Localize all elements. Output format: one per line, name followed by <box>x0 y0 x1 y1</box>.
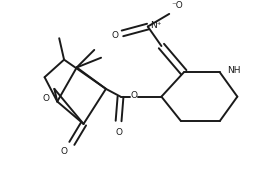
Text: O: O <box>112 31 119 40</box>
Text: ⁻O: ⁻O <box>171 1 183 10</box>
Text: O: O <box>43 94 50 103</box>
Text: O: O <box>130 91 137 100</box>
Text: O: O <box>61 147 68 156</box>
Text: N⁺: N⁺ <box>150 21 161 30</box>
Text: O: O <box>115 128 122 137</box>
Text: NH: NH <box>228 66 241 75</box>
